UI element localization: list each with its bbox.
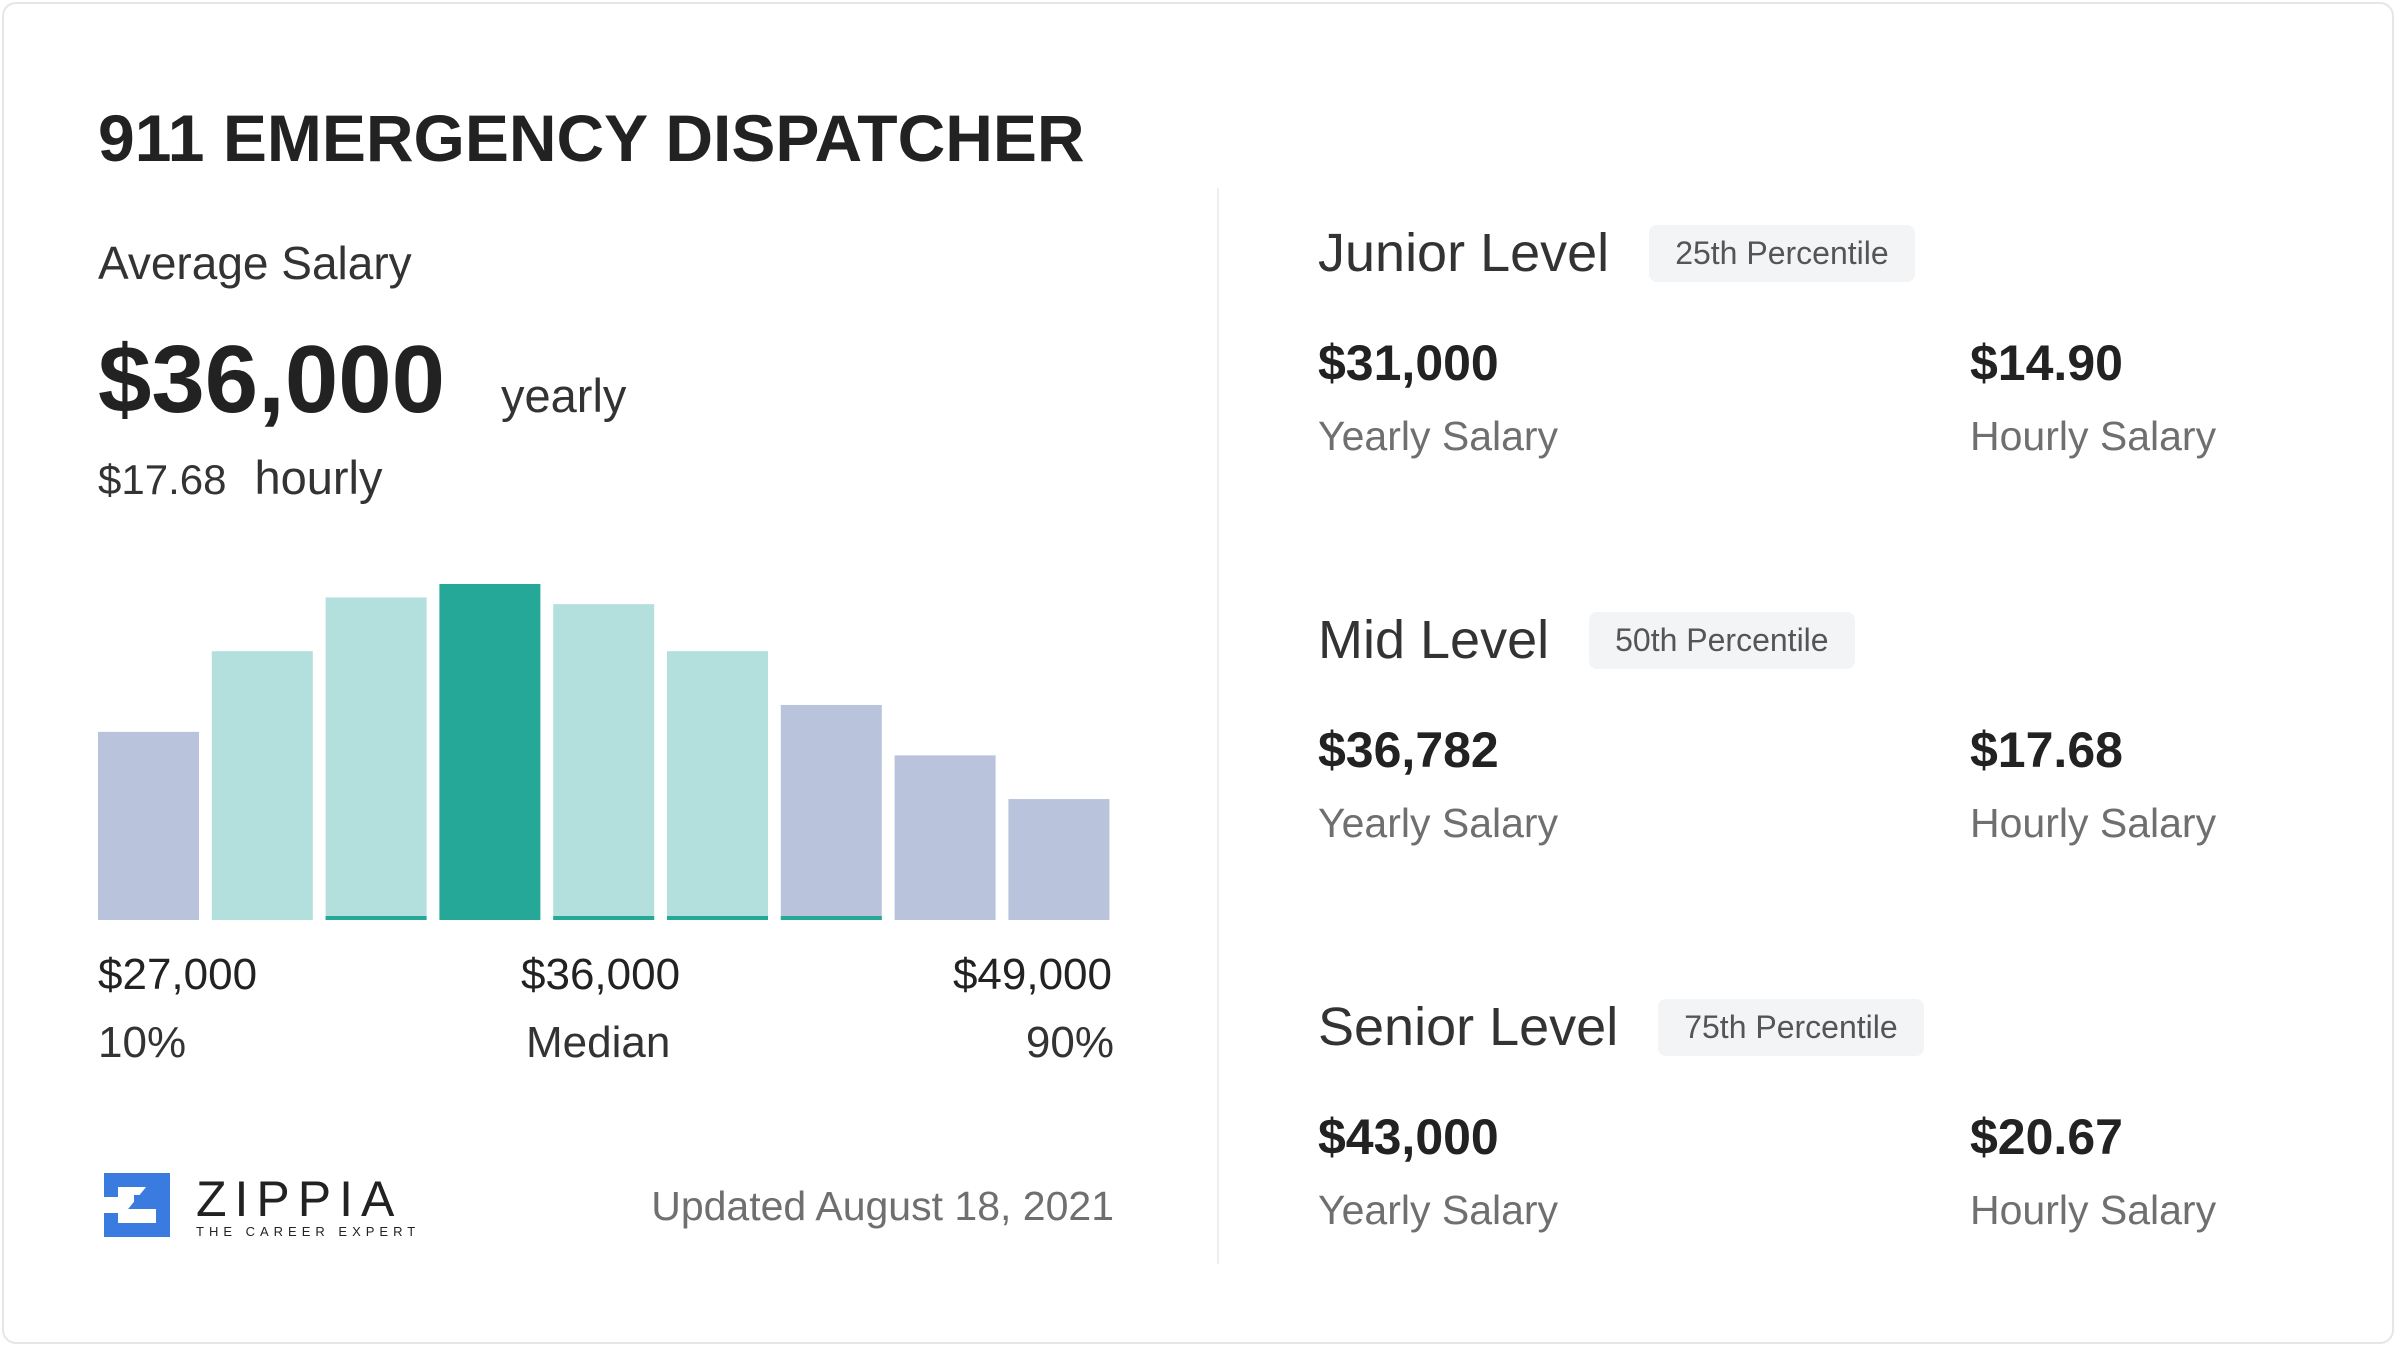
median-label: Median bbox=[526, 1018, 671, 1067]
divider bbox=[1217, 188, 1219, 1264]
level-name: Junior Level bbox=[1318, 223, 1610, 283]
yearly-unit: yearly bbox=[501, 369, 627, 422]
yearly-salary: $31,000 bbox=[1318, 335, 1499, 391]
bar-underline bbox=[553, 916, 655, 920]
percentile-badge: 75th Percentile bbox=[1658, 998, 1924, 1056]
zippia-tagline: THE CAREER EXPERT bbox=[196, 1224, 421, 1239]
level-header: Mid Level 50th Percentile bbox=[1318, 609, 1855, 671]
hourly-unit: hourly bbox=[254, 451, 383, 504]
hourly-salary-label: Hourly Salary bbox=[1970, 800, 2217, 846]
updated-date: Updated August 18, 2021 bbox=[651, 1183, 1114, 1229]
bar bbox=[211, 651, 313, 920]
yearly-salary: $43,000 bbox=[1318, 1109, 1499, 1165]
bar bbox=[553, 604, 655, 920]
bar bbox=[780, 704, 882, 920]
yearly-salary: $36,782 bbox=[1318, 722, 1499, 778]
low-pct: 10% bbox=[98, 1018, 187, 1067]
average-yearly-row: $36,000 yearly bbox=[98, 325, 626, 435]
level-header: Senior Level 75th Percentile bbox=[1318, 996, 1924, 1058]
bar bbox=[894, 755, 996, 920]
bar bbox=[439, 584, 541, 920]
bar-underline bbox=[667, 916, 768, 920]
bar bbox=[98, 731, 199, 920]
hourly-salary-label: Hourly Salary bbox=[1970, 413, 2217, 459]
bar bbox=[667, 651, 768, 920]
bar-underline bbox=[780, 916, 882, 920]
median-value: $36,000 bbox=[521, 950, 681, 999]
zippia-logo-icon bbox=[104, 1173, 170, 1237]
hourly-salary: $17.68 bbox=[1970, 722, 2123, 778]
level-name: Senior Level bbox=[1318, 997, 1619, 1057]
bar-underline bbox=[325, 916, 427, 920]
high-pct: 90% bbox=[1025, 1018, 1114, 1067]
page-title: 911 EMERGENCY DISPATCHER bbox=[98, 101, 1085, 175]
level-header: Junior Level 25th Percentile bbox=[1318, 222, 1915, 284]
level-name: Mid Level bbox=[1318, 610, 1550, 670]
zippia-logo-text: ZIPPIA bbox=[196, 1171, 403, 1227]
low-value: $27,000 bbox=[98, 950, 258, 999]
yearly-salary-label: Yearly Salary bbox=[1318, 413, 1559, 459]
percentile-badge: 50th Percentile bbox=[1589, 611, 1855, 669]
hourly-salary: $20.67 bbox=[1970, 1109, 2123, 1165]
bar bbox=[325, 597, 427, 920]
average-hourly-salary: $17.68 bbox=[98, 456, 227, 503]
average-hourly-row: $17.68 hourly bbox=[98, 450, 382, 505]
yearly-salary-label: Yearly Salary bbox=[1318, 1187, 1559, 1233]
hourly-salary-label: Hourly Salary bbox=[1970, 1187, 2217, 1233]
average-salary-label: Average Salary bbox=[98, 237, 412, 289]
bar bbox=[1008, 799, 1110, 920]
average-yearly-salary: $36,000 bbox=[98, 326, 446, 433]
hourly-salary: $14.90 bbox=[1970, 335, 2123, 391]
percentile-badge: 25th Percentile bbox=[1649, 224, 1915, 282]
yearly-salary-label: Yearly Salary bbox=[1318, 800, 1559, 846]
salary-distribution-chart bbox=[98, 584, 1110, 920]
high-value: $49,000 bbox=[952, 950, 1112, 999]
